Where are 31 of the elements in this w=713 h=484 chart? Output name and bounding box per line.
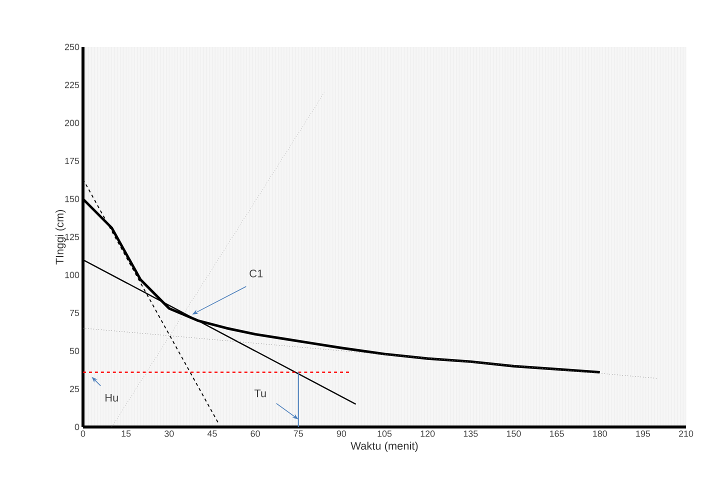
x-tick-label: 165 <box>550 430 564 437</box>
y-tick-label: 125 <box>65 234 80 240</box>
y-tick-label: 100 <box>65 272 80 278</box>
y-tick-label: 200 <box>64 120 80 126</box>
x-tick-label: 15 <box>122 430 131 437</box>
x-tick-label: 120 <box>420 430 435 437</box>
x-axis-title: Waktu (menit) <box>350 442 418 452</box>
x-tick-label: 90 <box>336 430 346 437</box>
y-tick-label: 150 <box>65 196 80 202</box>
x-tick-label: 0 <box>80 430 86 437</box>
y-tick-label: 225 <box>64 82 80 88</box>
x-tick-label: 60 <box>250 430 260 437</box>
y-tick-label: 250 <box>64 44 80 50</box>
annotation: C1 <box>250 270 263 278</box>
x-tick-label: 195 <box>636 430 650 437</box>
y-tick-label: 50 <box>70 348 80 354</box>
y-tick-label: 175 <box>65 158 80 164</box>
x-tick-label: 75 <box>294 430 303 437</box>
y-axis-title: TInggi (cm) <box>55 210 66 264</box>
annotation: Tu <box>254 390 266 398</box>
y-tick-label: 25 <box>70 386 80 392</box>
x-tick-label: 180 <box>593 430 607 437</box>
x-tick-label: 30 <box>164 430 174 437</box>
y-tick-label: 75 <box>70 310 80 316</box>
x-tick-label: 105 <box>378 430 392 437</box>
x-tick-label: 45 <box>207 430 217 437</box>
x-tick-label: 135 <box>464 430 478 437</box>
x-tick-label: 150 <box>506 430 521 437</box>
x-tick-label: 210 <box>678 430 694 437</box>
y-tick-label: 0 <box>74 424 80 430</box>
annotation: Hu <box>106 394 118 402</box>
